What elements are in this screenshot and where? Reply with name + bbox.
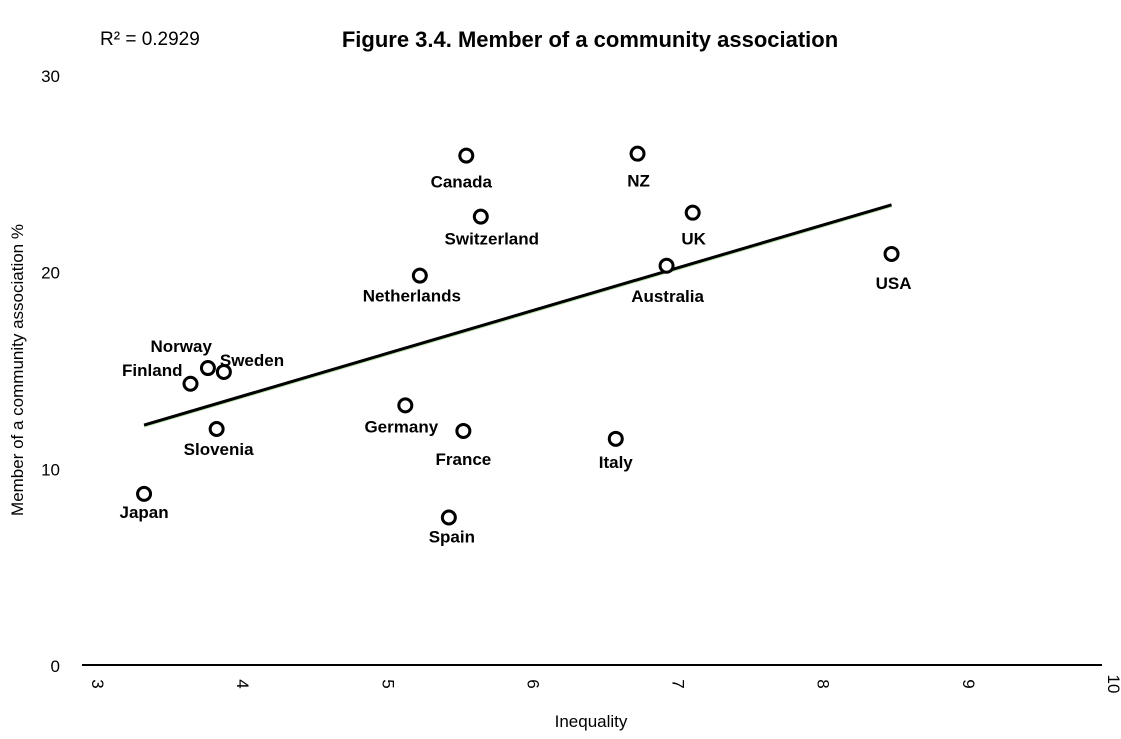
- data-point-marker: [455, 422, 472, 439]
- y-tick-label: 10: [41, 460, 60, 479]
- data-point-label: Australia: [631, 287, 704, 306]
- y-axis-label: Member of a community association %: [8, 224, 27, 516]
- data-point-label: UK: [681, 230, 706, 249]
- data-point-marker: [440, 509, 457, 526]
- data-point-label: Slovenia: [184, 440, 254, 459]
- data-point-label: Finland: [122, 361, 182, 380]
- chart-title: Figure 3.4. Member of a community associ…: [342, 27, 838, 52]
- x-tick-label: 5: [378, 679, 397, 688]
- trendline-group: [143, 203, 892, 428]
- x-axis-label: Inequality: [555, 712, 628, 731]
- data-point-label: France: [435, 450, 491, 469]
- data-point-marker: [411, 267, 428, 284]
- trendline: [143, 203, 892, 427]
- data-point-label: Netherlands: [363, 287, 461, 306]
- data-point-label: Germany: [364, 417, 438, 436]
- data-point-label: NZ: [627, 172, 650, 191]
- data-point-label: USA: [876, 274, 912, 293]
- data-point-marker: [136, 485, 153, 502]
- data-point-marker: [658, 257, 675, 274]
- x-tick-label: 3: [88, 679, 107, 688]
- y-axis-ticks: 0 10 20 30: [41, 67, 60, 676]
- data-point-marker: [199, 360, 216, 377]
- x-tick-label: 9: [959, 679, 978, 688]
- x-axis-ticks: 3 4 5 6 7 8 9 10: [88, 675, 1121, 694]
- data-point-marker: [883, 245, 900, 262]
- data-point-label: Sweden: [220, 351, 284, 370]
- y-tick-label: 20: [41, 264, 60, 283]
- data-point-label: Canada: [431, 173, 493, 192]
- y-tick-label: 0: [51, 657, 60, 676]
- x-tick-label: 7: [669, 679, 688, 688]
- data-point-marker: [215, 363, 232, 380]
- data-point-marker: [397, 397, 414, 414]
- data-point-marker: [472, 208, 489, 225]
- data-point-marker: [458, 147, 475, 164]
- y-tick-label: 30: [41, 67, 60, 86]
- data-point-marker: [629, 145, 646, 162]
- x-tick-label: 8: [814, 679, 833, 688]
- x-tick-label: 6: [523, 679, 542, 688]
- data-point-label: Switzerland: [445, 230, 539, 249]
- data-points: Japan Finland Norway Sweden Slovenia Germany N…: [119, 145, 912, 547]
- data-point-marker: [684, 204, 701, 221]
- r-squared-annotation: R² = 0.2929: [100, 29, 200, 50]
- data-point-label: Japan: [119, 503, 168, 522]
- data-point-marker: [208, 421, 225, 437]
- data-point-label: Norway: [150, 337, 212, 356]
- x-tick-label: 4: [233, 679, 252, 688]
- data-point-marker: [182, 375, 199, 392]
- data-point-label: Spain: [429, 528, 475, 547]
- x-tick-label: 10: [1104, 675, 1121, 694]
- data-point-label: Italy: [599, 453, 634, 472]
- data-point-marker: [607, 430, 624, 447]
